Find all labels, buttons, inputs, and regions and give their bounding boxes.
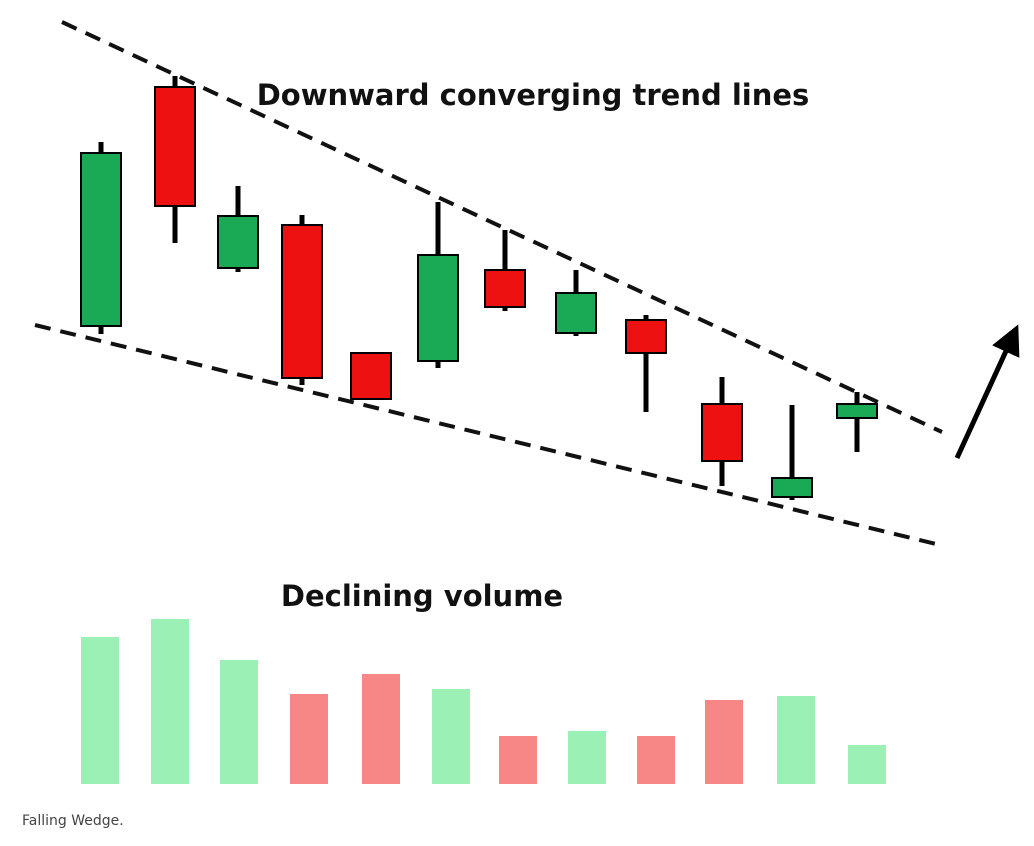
candle-body — [80, 152, 122, 327]
candle-body — [281, 224, 323, 379]
volume-bar — [290, 694, 328, 784]
volume-bar — [362, 674, 400, 784]
volume-bar — [81, 637, 119, 784]
candle-body — [217, 215, 259, 269]
volume-bar — [848, 745, 886, 784]
volume-bar — [432, 689, 470, 784]
candles — [80, 76, 878, 500]
candle-body — [771, 477, 813, 498]
volume-bar — [705, 700, 743, 784]
volume-label: Declining volume — [281, 579, 563, 613]
lower-trend-line — [34, 323, 941, 547]
candle-body — [625, 319, 667, 354]
candle-body — [154, 86, 196, 207]
caption: Falling Wedge. — [22, 813, 124, 829]
volume-bar — [777, 696, 815, 784]
candle-body — [836, 403, 878, 419]
volume-bar — [220, 660, 258, 784]
candle-body — [701, 403, 743, 462]
candle-body — [350, 352, 392, 400]
volume-bar — [499, 736, 537, 784]
upper-trend-line — [61, 20, 943, 434]
volume-bar — [637, 736, 675, 784]
candle-body — [555, 292, 597, 334]
candle-body — [417, 254, 459, 362]
breakout-arrow — [954, 324, 1020, 460]
volume-bar — [568, 731, 606, 784]
title: Downward converging trend lines — [257, 78, 810, 112]
volume-bars — [81, 619, 886, 784]
volume-bar — [151, 619, 189, 784]
candle-body — [484, 269, 526, 308]
